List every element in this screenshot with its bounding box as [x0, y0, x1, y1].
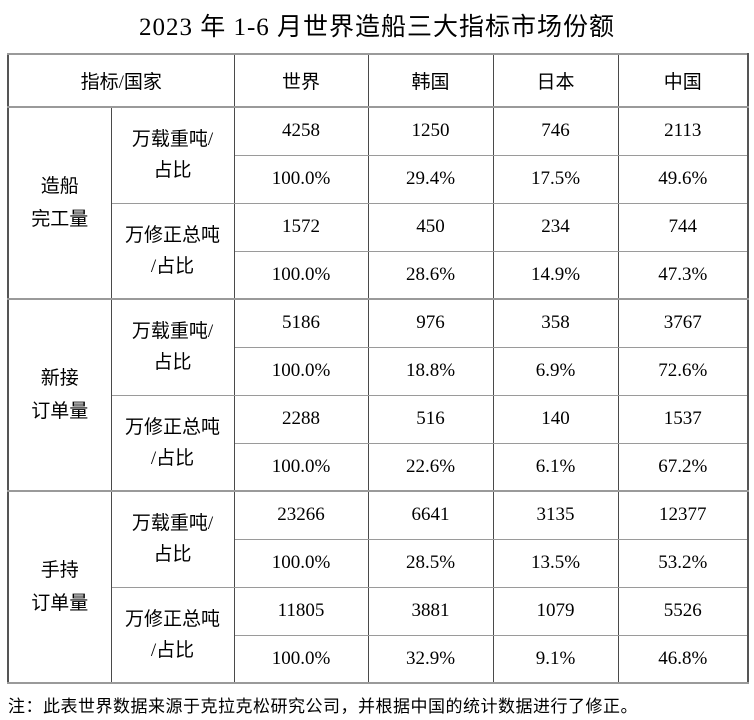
- table-row: 100.0% 32.9% 9.1% 46.8%: [8, 634, 749, 684]
- share-cell: 13.5%: [492, 538, 619, 588]
- share-cell: 29.4%: [367, 154, 494, 204]
- share-cell: 18.8%: [367, 346, 494, 396]
- header-cell-indicator-country: 指标/国家: [7, 53, 235, 108]
- value-cell: 23266: [233, 490, 369, 540]
- value-cell: 5186: [233, 298, 369, 348]
- value-cell: 358: [492, 298, 619, 348]
- share-cell: 100.0%: [233, 250, 369, 300]
- value-cell: 11805: [233, 586, 369, 636]
- share-cell: 100.0%: [233, 442, 369, 492]
- column-header-korea: 韩国: [367, 53, 494, 108]
- share-cell: 32.9%: [367, 634, 494, 684]
- value-cell: 1537: [617, 394, 749, 444]
- metric-label-dwt: 万载重吨/ 占比: [110, 298, 235, 396]
- share-cell: 100.0%: [233, 634, 369, 684]
- shipbuilding-indicators-table: 指标/国家 世界 韩国 日本 中国 造船 完工量 万载重吨/ 占比 4258 1…: [7, 53, 749, 684]
- share-cell: 14.9%: [492, 250, 619, 300]
- share-cell: 22.6%: [367, 442, 494, 492]
- share-cell: 6.9%: [492, 346, 619, 396]
- table-row: 100.0% 28.6% 14.9% 47.3%: [8, 250, 749, 300]
- group-label-new-orders: 新接 订单量: [7, 298, 112, 492]
- page-title: 2023 年 1-6 月世界造船三大指标市场份额: [138, 14, 616, 41]
- share-cell: 28.5%: [367, 538, 494, 588]
- share-cell: 100.0%: [233, 154, 369, 204]
- value-cell: 1572: [233, 202, 369, 252]
- table-row: 手持 订单量 万载重吨/ 占比 23266 6641 3135 12377: [7, 490, 749, 684]
- share-cell: 17.5%: [492, 154, 619, 204]
- group-label-orders-on-hand: 手持 订单量: [7, 490, 112, 684]
- table-row: 100.0% 28.5% 13.5% 53.2%: [8, 538, 749, 588]
- share-cell: 72.6%: [617, 346, 749, 396]
- table-row: 100.0% 22.6% 6.1% 67.2%: [8, 442, 749, 492]
- metric-label-dwt: 万载重吨/ 占比: [110, 106, 235, 204]
- table-footnote: 注：此表世界数据来源于克拉克松研究公司，并根据中国的统计数据进行了修正。: [8, 697, 638, 716]
- value-cell: 746: [492, 106, 619, 156]
- column-header-china: 中国: [617, 53, 749, 108]
- table-row: 万修正总吨 /占比 11805 3881 1079 5526: [8, 586, 749, 684]
- metric-label-cgt: 万修正总吨 /占比: [110, 586, 235, 684]
- value-cell: 516: [367, 394, 494, 444]
- value-cell: 3135: [492, 490, 619, 540]
- value-cell: 12377: [617, 490, 749, 540]
- share-cell: 100.0%: [233, 538, 369, 588]
- value-cell: 4258: [233, 106, 369, 156]
- share-cell: 28.6%: [367, 250, 494, 300]
- value-cell: 450: [367, 202, 494, 252]
- metric-label-cgt: 万修正总吨 /占比: [110, 394, 235, 492]
- value-cell: 140: [492, 394, 619, 444]
- value-cell: 234: [492, 202, 619, 252]
- share-cell: 53.2%: [617, 538, 749, 588]
- share-cell: 46.8%: [617, 634, 749, 684]
- value-cell: 6641: [367, 490, 494, 540]
- share-cell: 49.6%: [617, 154, 749, 204]
- metric-label-dwt: 万载重吨/ 占比: [110, 490, 235, 588]
- share-cell: 6.1%: [492, 442, 619, 492]
- value-cell: 1079: [492, 586, 619, 636]
- value-cell: 5526: [617, 586, 749, 636]
- value-cell: 2288: [233, 394, 369, 444]
- table-row: 造船 完工量 万载重吨/ 占比 4258 1250 746 2113: [7, 106, 749, 300]
- table-row: 100.0% 29.4% 17.5% 49.6%: [8, 154, 749, 204]
- table-row: 新接 订单量 万载重吨/ 占比 5186 976 358 3767: [7, 298, 749, 492]
- table-row: 100.0% 18.8% 6.9% 72.6%: [8, 346, 749, 396]
- table-row: 万修正总吨 /占比 2288 516 140 1537: [8, 394, 749, 492]
- column-header-world: 世界: [233, 53, 369, 108]
- value-cell: 1250: [367, 106, 494, 156]
- value-cell: 744: [617, 202, 749, 252]
- table-row: 万修正总吨 /占比 1572 450 234 744: [8, 202, 749, 300]
- value-cell: 2113: [617, 106, 749, 156]
- column-header-japan: 日本: [492, 53, 619, 108]
- share-cell: 9.1%: [492, 634, 619, 684]
- table-header-row: 指标/国家 世界 韩国 日本 中国: [7, 53, 749, 108]
- value-cell: 3881: [367, 586, 494, 636]
- share-cell: 67.2%: [617, 442, 749, 492]
- share-cell: 100.0%: [233, 346, 369, 396]
- value-cell: 3767: [617, 298, 749, 348]
- value-cell: 976: [367, 298, 494, 348]
- share-cell: 47.3%: [617, 250, 749, 300]
- group-label-completions: 造船 完工量: [7, 106, 112, 300]
- metric-label-cgt: 万修正总吨 /占比: [110, 202, 235, 300]
